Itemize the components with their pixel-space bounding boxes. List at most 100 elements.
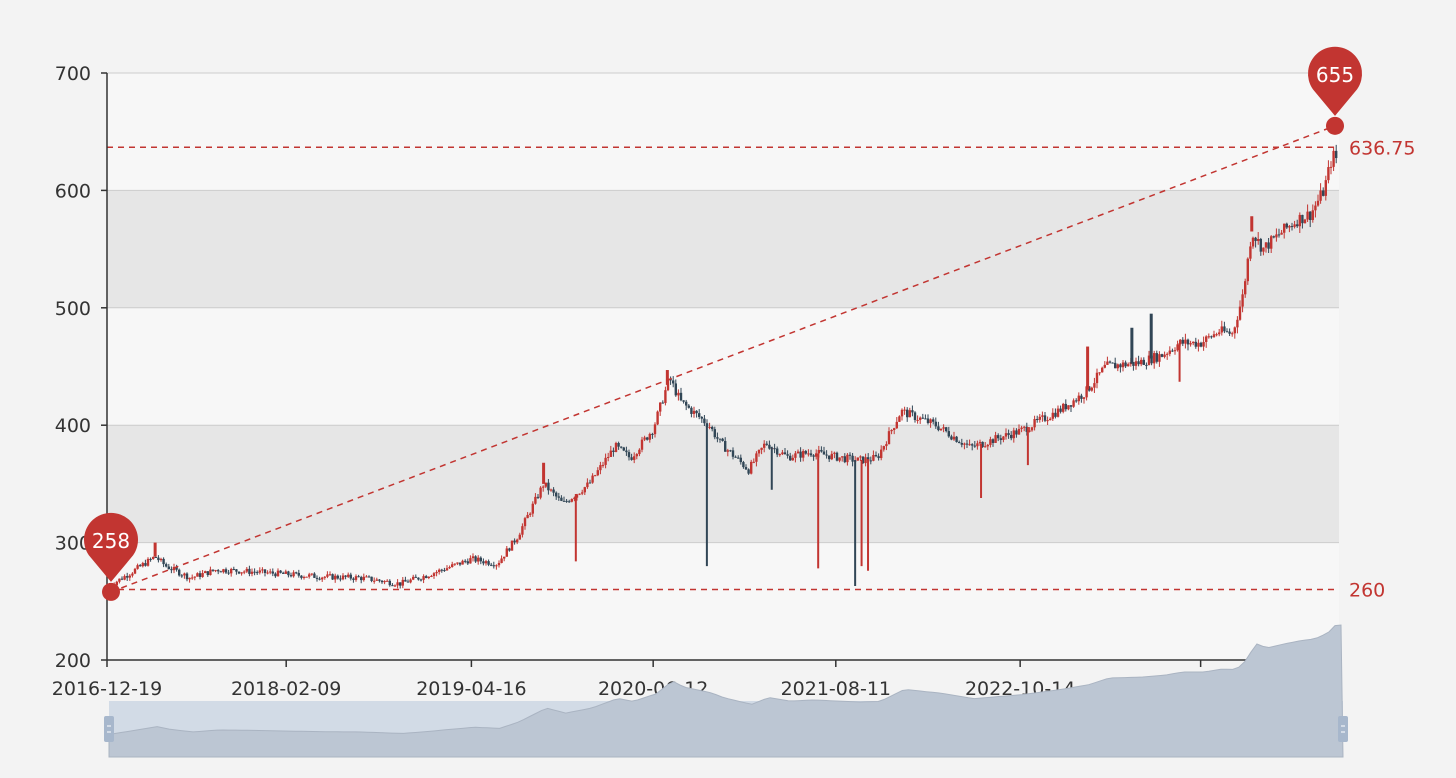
candle-body xyxy=(1264,242,1268,248)
mark-point-pin xyxy=(1308,46,1362,116)
candle-body xyxy=(778,454,781,456)
candle-body xyxy=(1020,427,1023,429)
candle-body xyxy=(986,444,989,447)
candle-body xyxy=(581,492,584,494)
candle-body xyxy=(1134,361,1138,366)
candle-body xyxy=(321,577,324,580)
candle-body xyxy=(1293,224,1296,227)
candle-body xyxy=(339,578,342,580)
candlestick-series xyxy=(107,144,1338,589)
candle-body xyxy=(373,580,376,582)
candle-body xyxy=(895,421,898,429)
candle-body xyxy=(185,573,189,580)
candle-body xyxy=(885,444,888,447)
candle-body xyxy=(1303,219,1307,224)
candle-body xyxy=(505,548,508,557)
candle-body xyxy=(1254,237,1257,241)
candle-body xyxy=(822,451,826,455)
candle-body xyxy=(154,556,157,558)
candle-body xyxy=(768,444,771,449)
candle-body xyxy=(1054,412,1057,417)
data-zoom-slider[interactable] xyxy=(104,624,1348,758)
candle-body xyxy=(1246,258,1249,282)
candle-body xyxy=(570,499,573,502)
candle-body xyxy=(276,570,280,577)
x-tick-label: 2018-02-09 xyxy=(231,678,341,700)
y-tick-label: 200 xyxy=(55,650,91,672)
candle-body xyxy=(256,572,259,574)
candle-body xyxy=(365,576,368,578)
candle-body xyxy=(1080,395,1083,399)
candle-body xyxy=(183,573,186,576)
candle-body xyxy=(162,558,165,565)
candle-body xyxy=(1283,223,1286,233)
candle-body xyxy=(516,539,519,543)
candle-body xyxy=(1007,433,1010,435)
candle-body xyxy=(141,563,144,567)
candle-body xyxy=(1270,236,1273,249)
candle-body xyxy=(750,461,753,474)
candle-body xyxy=(1298,214,1301,227)
zoom-preview-area xyxy=(108,624,1344,758)
candle-body xyxy=(1192,341,1195,344)
candle-body xyxy=(518,534,521,540)
mark-point-label: 258 xyxy=(92,529,130,553)
candle-body xyxy=(791,457,794,461)
candle-body xyxy=(1114,362,1117,369)
candle-body xyxy=(1202,341,1205,347)
candle-body xyxy=(1218,332,1221,335)
mark-line-label: 636.75 xyxy=(1349,137,1415,159)
candle-body xyxy=(635,454,638,457)
candle-body xyxy=(305,576,308,578)
candle-body xyxy=(1059,408,1062,412)
candle-body xyxy=(432,573,436,576)
candle-body xyxy=(209,569,212,576)
candle-body xyxy=(445,568,449,571)
candle-body xyxy=(843,456,846,463)
candle-body xyxy=(1108,361,1112,363)
split-area-band xyxy=(107,190,1339,308)
candle-body xyxy=(466,561,469,564)
y-tick-label: 400 xyxy=(55,415,91,437)
candle-body xyxy=(263,569,267,574)
candle-body xyxy=(159,558,163,561)
candle-body xyxy=(422,576,425,580)
candle-body xyxy=(1179,339,1182,345)
candle-body xyxy=(565,500,568,502)
split-area-band xyxy=(107,542,1339,660)
candle-body xyxy=(1251,237,1255,247)
candle-body xyxy=(646,437,649,440)
candle-body xyxy=(692,410,696,414)
candle-body xyxy=(193,576,196,578)
candle-body xyxy=(243,571,246,573)
candle-body xyxy=(786,454,789,456)
candle-body xyxy=(146,558,150,566)
candle-body xyxy=(945,427,948,432)
candle-body xyxy=(230,568,233,574)
candle-body xyxy=(1163,354,1166,357)
candle-body xyxy=(828,455,831,460)
candle-body xyxy=(1296,224,1299,227)
candle-body xyxy=(300,575,303,578)
candle-body xyxy=(656,411,659,425)
candle-body xyxy=(643,437,646,440)
candle-body xyxy=(612,450,615,453)
candle-body xyxy=(269,571,272,573)
candle-body xyxy=(412,576,415,580)
candle-body xyxy=(274,573,277,577)
candle-body xyxy=(557,496,560,498)
candle-body xyxy=(456,562,459,564)
candle-body xyxy=(716,437,719,439)
candle-body xyxy=(1025,426,1028,432)
candle-body xyxy=(1228,331,1231,334)
candle-body xyxy=(1267,242,1270,249)
candle-body xyxy=(401,579,404,586)
candle-body xyxy=(315,577,319,579)
zoom-handle-left[interactable] xyxy=(104,716,114,742)
candle-body xyxy=(1111,362,1114,364)
candle-body xyxy=(1194,341,1197,347)
zoom-handle-right[interactable] xyxy=(1338,716,1348,742)
candle-body xyxy=(1316,200,1320,206)
candle-body xyxy=(882,446,885,450)
candle-body xyxy=(204,571,207,574)
